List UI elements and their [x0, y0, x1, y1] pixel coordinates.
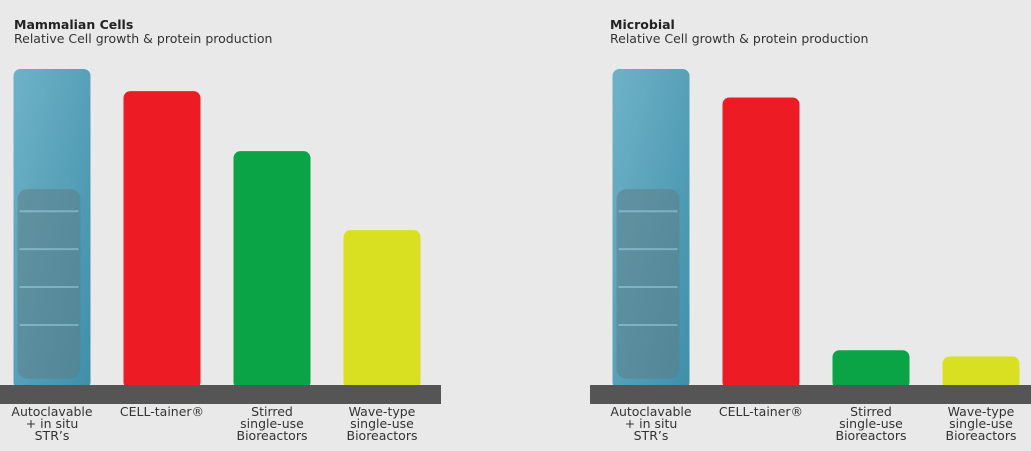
bar-1 — [123, 91, 201, 390]
bar-chart-mammalian — [0, 69, 441, 404]
category-label: Stirred single-use Bioreactors — [835, 404, 907, 443]
chart-title: Mammalian Cells — [14, 17, 134, 32]
category-label: Stirred single-use Bioreactors — [236, 404, 308, 443]
category-label: Wave-type single-use Bioreactors — [346, 404, 418, 443]
chart-subtitle: Relative Cell growth & protein productio… — [610, 31, 869, 46]
chart-panel-microbial: Microbial Relative Cell growth & protein… — [590, 0, 1031, 451]
category-label: Autoclavable + in situ STR’s — [610, 404, 692, 443]
chart-title: Microbial — [610, 17, 675, 32]
category-label: Wave-type single-use Bioreactors — [945, 404, 1017, 443]
bar-3 — [942, 356, 1020, 389]
bar-2 — [233, 151, 311, 389]
category-label: Autoclavable + in situ STR’s — [11, 404, 93, 443]
bar-chart-microbial — [590, 69, 1031, 404]
bioreactor-photo-icon — [616, 189, 680, 379]
bioreactor-photo-icon — [17, 189, 81, 379]
chart-subtitle: Relative Cell growth & protein productio… — [14, 31, 273, 46]
chart-baseline — [0, 385, 441, 404]
bar-1 — [722, 97, 800, 389]
bar-2 — [832, 350, 910, 389]
chart-panel-mammalian: Mammalian Cells Relative Cell growth & p… — [0, 0, 450, 451]
bar-3 — [343, 230, 421, 389]
chart-baseline — [590, 385, 1031, 404]
category-label: CELL-tainer® — [718, 404, 804, 419]
category-label: CELL-tainer® — [119, 404, 205, 419]
